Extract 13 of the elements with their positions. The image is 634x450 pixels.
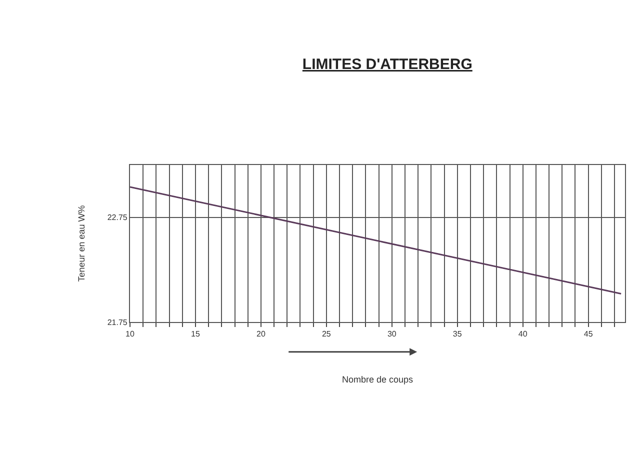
chart-title: LIMITES D'ATTERBERG (302, 56, 472, 73)
x-tick-label: 45 (584, 330, 594, 339)
x-tick-label: 40 (518, 330, 528, 339)
y-tick-label: 22.75 (107, 213, 128, 222)
y-axis-title: Teneur en eau W% (76, 205, 87, 282)
x-tick-label: 25 (322, 330, 332, 339)
x-tick-label: 10 (126, 330, 135, 339)
y-tick-label: 21.75 (107, 318, 128, 327)
x-tick-label: 35 (452, 330, 462, 339)
x-tick-label: 15 (191, 330, 200, 339)
x-tick-label: 20 (256, 330, 266, 339)
x-axis-title: Nombre de coups (342, 374, 414, 384)
x-tick-label: 30 (387, 330, 397, 339)
